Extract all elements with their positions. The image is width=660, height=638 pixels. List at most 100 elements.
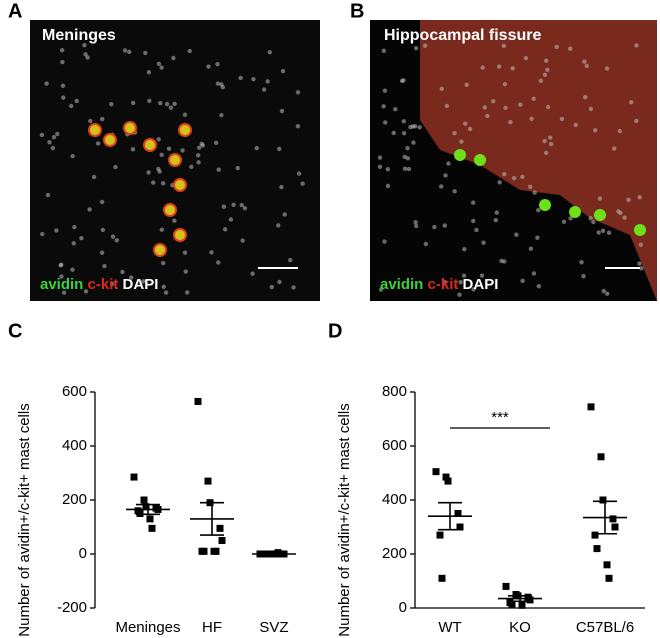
nucleus xyxy=(168,105,174,110)
nucleus xyxy=(385,183,391,189)
stain: avidin xyxy=(40,276,83,293)
nucleus xyxy=(411,140,416,145)
nucleus xyxy=(102,263,107,269)
nucleus xyxy=(531,96,536,102)
nucleus xyxy=(129,275,134,280)
nucleus xyxy=(543,58,549,63)
nucleus xyxy=(59,274,64,279)
nucleus xyxy=(531,271,537,276)
nucleus xyxy=(40,231,45,237)
x-tick-label: WT xyxy=(438,619,461,636)
nucleus xyxy=(183,269,188,274)
nucleus xyxy=(542,138,547,144)
nucleus xyxy=(413,223,419,229)
nucleus xyxy=(280,69,286,74)
data-point xyxy=(611,523,619,531)
nucleus xyxy=(502,81,508,87)
x-tick-label: C57BL/6 xyxy=(576,619,634,636)
stain: DAPI xyxy=(123,276,159,293)
nucleus xyxy=(79,236,84,241)
nucleus xyxy=(171,55,176,61)
data-point xyxy=(432,468,440,476)
nucleus xyxy=(172,101,177,106)
x-tick-label: HF xyxy=(202,619,222,636)
nucleus xyxy=(579,259,584,265)
nucleus xyxy=(446,161,451,166)
nucleus xyxy=(412,124,418,129)
nucleus xyxy=(432,224,437,230)
nucleus xyxy=(463,121,468,126)
nucleus xyxy=(497,180,502,185)
nucleus xyxy=(604,66,610,71)
nucleus xyxy=(467,126,473,132)
nucleus xyxy=(99,250,105,255)
nucleus xyxy=(282,212,287,217)
cell-dots xyxy=(39,43,646,297)
nucleus xyxy=(172,218,177,223)
nucleus xyxy=(235,165,240,171)
nucleus xyxy=(503,105,508,111)
nucleus xyxy=(215,81,221,86)
nucleus xyxy=(110,234,116,239)
nucleus xyxy=(91,174,97,180)
data-point xyxy=(508,600,516,608)
mast-cell xyxy=(153,243,167,257)
nucleus xyxy=(88,118,93,124)
nucleus xyxy=(442,279,448,285)
nucleus xyxy=(538,78,544,84)
mast-cell xyxy=(103,133,117,147)
data-point xyxy=(204,477,212,485)
nucleus xyxy=(385,167,391,172)
nucleus xyxy=(250,271,255,276)
nucleus xyxy=(291,285,296,290)
nucleus xyxy=(55,131,60,137)
nucleus xyxy=(485,113,490,119)
nucleus xyxy=(402,166,408,171)
nucleus xyxy=(160,181,166,186)
mast-cell xyxy=(168,153,182,167)
nucleus xyxy=(261,87,267,92)
nucleus xyxy=(596,230,601,235)
nucleus xyxy=(277,279,282,285)
data-point xyxy=(218,537,226,544)
nucleus xyxy=(401,130,407,136)
data-point xyxy=(526,596,534,604)
nucleus xyxy=(464,82,469,88)
nucleus xyxy=(402,154,407,160)
mast-cell xyxy=(594,209,606,221)
nucleus xyxy=(423,241,429,247)
panel-label: C xyxy=(8,320,22,342)
nucleus xyxy=(616,209,621,214)
nucleus xyxy=(528,184,533,189)
data-point xyxy=(130,473,138,481)
nucleus xyxy=(209,250,214,255)
nucleus xyxy=(442,223,448,228)
nucleus xyxy=(184,290,190,295)
nucleus xyxy=(634,43,639,48)
nucleus xyxy=(637,195,642,200)
nucleus xyxy=(377,155,383,160)
nucleus xyxy=(606,230,612,235)
nucleus xyxy=(83,289,89,294)
nucleus xyxy=(196,145,202,150)
nucleus xyxy=(300,181,305,186)
mast-cell xyxy=(88,123,102,137)
nucleus xyxy=(130,100,136,106)
nucleus xyxy=(417,125,422,130)
data-point xyxy=(136,510,144,517)
nucleus xyxy=(296,171,302,176)
data-point xyxy=(274,549,282,557)
nucleus xyxy=(502,171,507,177)
nucleus xyxy=(494,210,499,215)
nucleus xyxy=(510,66,515,71)
y-tick-label: 600 xyxy=(382,437,407,454)
nucleus xyxy=(588,216,593,221)
nucleus xyxy=(146,170,151,175)
data-point xyxy=(454,510,462,517)
nucleus xyxy=(493,218,498,223)
image-title: Hippocampal fissure xyxy=(384,27,541,44)
nucleus xyxy=(295,90,301,95)
nucleus xyxy=(109,281,115,287)
nucleus xyxy=(413,45,419,51)
nucleus xyxy=(206,64,211,69)
